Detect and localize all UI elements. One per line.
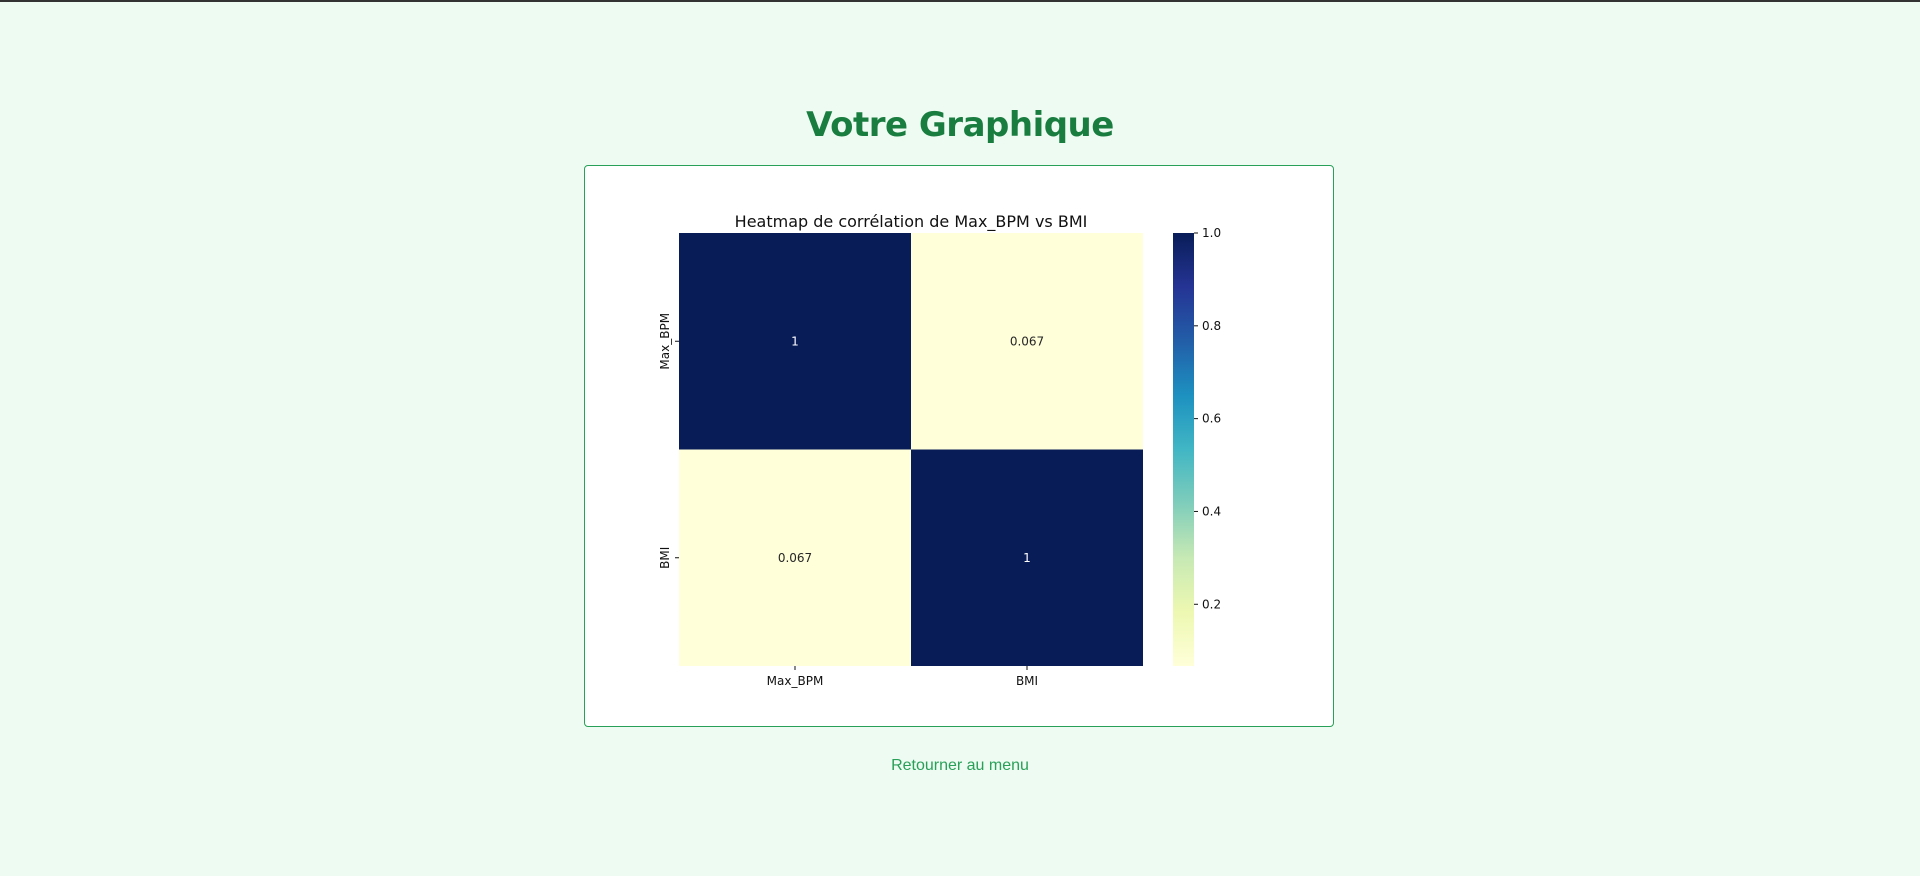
y-tick-label: BMI <box>658 547 672 569</box>
chart-card: Heatmap de corrélation de Max_BPM vs BMI… <box>584 165 1334 727</box>
colorbar-tick-label: 0.2 <box>1202 597 1221 611</box>
colorbar-tick-label: 0.6 <box>1202 412 1221 426</box>
cell-annotation: 0.067 <box>778 551 812 565</box>
cell-annotation: 1 <box>1023 551 1031 565</box>
heatmap-cell <box>679 233 911 450</box>
y-tick-label: Max_BPM <box>658 313 672 370</box>
heatmap-cell <box>911 233 1143 450</box>
colorbar-tick-label: 1.0 <box>1202 226 1221 240</box>
x-tick-label: BMI <box>1016 674 1038 688</box>
cell-annotation: 1 <box>791 334 799 348</box>
colorbar-tick-label: 0.8 <box>1202 319 1221 333</box>
top-border-line <box>0 0 1920 2</box>
page-title: Votre Graphique <box>806 105 1114 145</box>
colorbar <box>1173 233 1194 666</box>
chart-title: Heatmap de corrélation de Max_BPM vs BMI <box>735 212 1088 232</box>
colorbar-tick-label: 0.4 <box>1202 504 1221 518</box>
heatmap-cell <box>911 449 1143 666</box>
heatmap-cell <box>679 449 911 666</box>
cell-annotation: 0.067 <box>1010 334 1044 348</box>
x-tick-label: Max_BPM <box>767 674 824 688</box>
back-to-menu-link[interactable]: Retourner au menu <box>891 757 1029 774</box>
heatmap-chart: Heatmap de corrélation de Max_BPM vs BMI… <box>658 212 1221 688</box>
